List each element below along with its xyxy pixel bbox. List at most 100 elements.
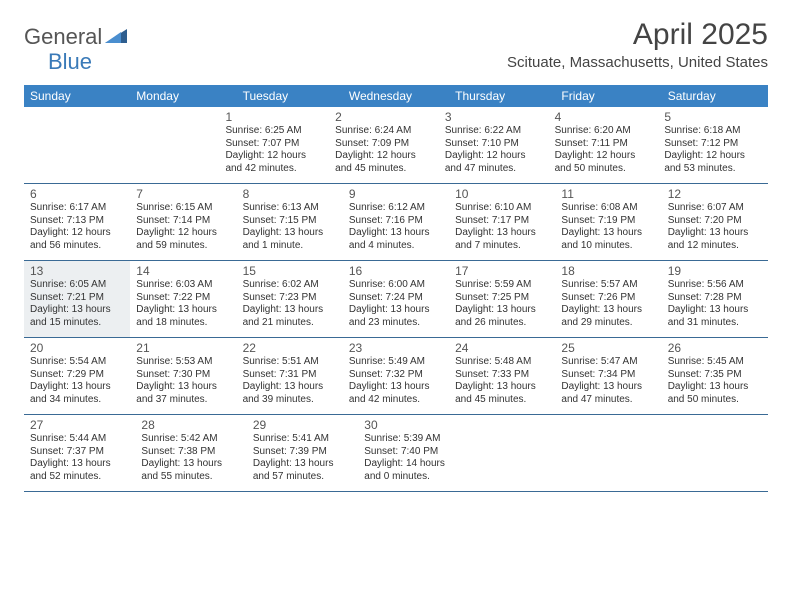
day-cell: 7Sunrise: 6:15 AMSunset: 7:14 PMDaylight…: [130, 184, 236, 260]
weekday-header: Wednesday: [343, 85, 449, 107]
day-cell: 28Sunrise: 5:42 AMSunset: 7:38 PMDayligh…: [135, 415, 246, 491]
day-number: 9: [349, 187, 443, 201]
logo-triangle-icon: [105, 27, 127, 48]
day-detail-line: Sunrise: 5:49 AM: [349, 356, 443, 369]
day-detail-line: Sunset: 7:37 PM: [30, 446, 129, 459]
day-detail-line: and 7 minutes.: [455, 240, 549, 253]
day-number: 7: [136, 187, 230, 201]
day-detail-line: and 15 minutes.: [30, 317, 124, 330]
day-detail-line: Sunset: 7:32 PM: [349, 369, 443, 382]
day-detail-line: Daylight: 14 hours: [364, 458, 463, 471]
day-detail-line: and 31 minutes.: [668, 317, 762, 330]
day-detail-line: and 45 minutes.: [335, 163, 433, 176]
day-number: 16: [349, 264, 443, 278]
week-row: 20Sunrise: 5:54 AMSunset: 7:29 PMDayligh…: [24, 338, 768, 415]
day-cell: 18Sunrise: 5:57 AMSunset: 7:26 PMDayligh…: [555, 261, 661, 337]
day-detail-line: and 42 minutes.: [349, 394, 443, 407]
day-cell: 16Sunrise: 6:00 AMSunset: 7:24 PMDayligh…: [343, 261, 449, 337]
day-detail-line: Sunrise: 6:13 AM: [243, 202, 337, 215]
day-detail-line: and 56 minutes.: [30, 240, 124, 253]
day-detail-line: Daylight: 13 hours: [136, 304, 230, 317]
day-cell: 24Sunrise: 5:48 AMSunset: 7:33 PMDayligh…: [449, 338, 555, 414]
month-title: April 2025: [507, 18, 768, 52]
day-cell: 17Sunrise: 5:59 AMSunset: 7:25 PMDayligh…: [449, 261, 555, 337]
day-detail-line: Sunrise: 5:39 AM: [364, 433, 463, 446]
day-detail-line: Daylight: 13 hours: [668, 381, 762, 394]
day-number: 26: [668, 341, 762, 355]
day-detail-line: Sunset: 7:39 PM: [253, 446, 352, 459]
location-text: Scituate, Massachusetts, United States: [507, 54, 768, 71]
day-detail-line: Sunrise: 5:48 AM: [455, 356, 549, 369]
day-number: 11: [561, 187, 655, 201]
day-detail-line: and 18 minutes.: [136, 317, 230, 330]
day-detail-line: Sunset: 7:07 PM: [225, 138, 323, 151]
day-number: 13: [30, 264, 124, 278]
day-detail-line: Daylight: 13 hours: [30, 381, 124, 394]
day-cell: 12Sunrise: 6:07 AMSunset: 7:20 PMDayligh…: [662, 184, 768, 260]
day-detail-line: Daylight: 13 hours: [136, 381, 230, 394]
day-detail-line: Sunrise: 6:17 AM: [30, 202, 124, 215]
day-cell: 2Sunrise: 6:24 AMSunset: 7:09 PMDaylight…: [329, 107, 439, 183]
day-detail-line: Daylight: 13 hours: [668, 227, 762, 240]
day-detail-line: and 59 minutes.: [136, 240, 230, 253]
day-detail-line: Sunset: 7:30 PM: [136, 369, 230, 382]
day-detail-line: Sunrise: 6:02 AM: [243, 279, 337, 292]
day-detail-line: Sunset: 7:21 PM: [30, 292, 124, 305]
day-cell: 8Sunrise: 6:13 AMSunset: 7:15 PMDaylight…: [237, 184, 343, 260]
day-cell: 4Sunrise: 6:20 AMSunset: 7:11 PMDaylight…: [549, 107, 659, 183]
day-detail-line: Daylight: 13 hours: [561, 381, 655, 394]
day-detail-line: Daylight: 13 hours: [561, 304, 655, 317]
day-detail-line: Sunset: 7:34 PM: [561, 369, 655, 382]
day-detail-line: Sunset: 7:12 PM: [664, 138, 762, 151]
calendar: SundayMondayTuesdayWednesdayThursdayFrid…: [24, 85, 768, 492]
day-number: 4: [555, 110, 653, 124]
weekday-header: Sunday: [24, 85, 130, 107]
day-detail-line: and 52 minutes.: [30, 471, 129, 484]
day-detail-line: Sunset: 7:23 PM: [243, 292, 337, 305]
weekday-header-row: SundayMondayTuesdayWednesdayThursdayFrid…: [24, 85, 768, 107]
empty-day-cell: [470, 415, 569, 491]
day-detail-line: and 4 minutes.: [349, 240, 443, 253]
logo-text-general: General: [24, 24, 102, 50]
week-row: 6Sunrise: 6:17 AMSunset: 7:13 PMDaylight…: [24, 184, 768, 261]
day-cell: 9Sunrise: 6:12 AMSunset: 7:16 PMDaylight…: [343, 184, 449, 260]
day-detail-line: Sunset: 7:11 PM: [555, 138, 653, 151]
day-cell: 19Sunrise: 5:56 AMSunset: 7:28 PMDayligh…: [662, 261, 768, 337]
day-detail-line: Sunset: 7:29 PM: [30, 369, 124, 382]
day-detail-line: Sunrise: 5:57 AM: [561, 279, 655, 292]
day-detail-line: Sunset: 7:09 PM: [335, 138, 433, 151]
day-detail-line: Sunrise: 6:10 AM: [455, 202, 549, 215]
day-detail-line: and 23 minutes.: [349, 317, 443, 330]
day-detail-line: Sunrise: 5:47 AM: [561, 356, 655, 369]
logo: General: [24, 24, 128, 50]
day-detail-line: Sunset: 7:25 PM: [455, 292, 549, 305]
day-number: 19: [668, 264, 762, 278]
day-detail-line: and 47 minutes.: [445, 163, 543, 176]
day-number: 23: [349, 341, 443, 355]
day-cell: 15Sunrise: 6:02 AMSunset: 7:23 PMDayligh…: [237, 261, 343, 337]
day-detail-line: Sunset: 7:15 PM: [243, 215, 337, 228]
day-number: 12: [668, 187, 762, 201]
day-detail-line: Sunset: 7:19 PM: [561, 215, 655, 228]
weekday-header: Saturday: [662, 85, 768, 107]
day-detail-line: Daylight: 13 hours: [455, 227, 549, 240]
day-detail-line: and 21 minutes.: [243, 317, 337, 330]
day-detail-line: Daylight: 12 hours: [225, 150, 323, 163]
day-detail-line: Daylight: 13 hours: [349, 381, 443, 394]
day-detail-line: Sunrise: 6:15 AM: [136, 202, 230, 215]
day-detail-line: Sunrise: 6:20 AM: [555, 125, 653, 138]
day-detail-line: Daylight: 13 hours: [253, 458, 352, 471]
day-detail-line: Daylight: 12 hours: [30, 227, 124, 240]
day-detail-line: Sunset: 7:28 PM: [668, 292, 762, 305]
day-detail-line: Daylight: 13 hours: [30, 304, 124, 317]
day-detail-line: Sunrise: 6:24 AM: [335, 125, 433, 138]
day-detail-line: Sunset: 7:17 PM: [455, 215, 549, 228]
day-detail-line: Sunset: 7:40 PM: [364, 446, 463, 459]
day-cell: 14Sunrise: 6:03 AMSunset: 7:22 PMDayligh…: [130, 261, 236, 337]
day-number: 25: [561, 341, 655, 355]
day-cell: 29Sunrise: 5:41 AMSunset: 7:39 PMDayligh…: [247, 415, 358, 491]
day-cell: 21Sunrise: 5:53 AMSunset: 7:30 PMDayligh…: [130, 338, 236, 414]
day-number: 17: [455, 264, 549, 278]
day-detail-line: Sunset: 7:14 PM: [136, 215, 230, 228]
day-detail-line: Sunrise: 6:18 AM: [664, 125, 762, 138]
